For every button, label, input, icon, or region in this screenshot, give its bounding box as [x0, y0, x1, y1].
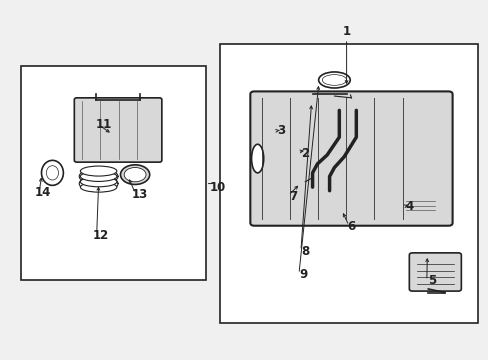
Ellipse shape	[80, 177, 117, 187]
FancyBboxPatch shape	[74, 98, 162, 162]
Polygon shape	[312, 111, 356, 191]
Circle shape	[297, 179, 309, 187]
Ellipse shape	[80, 171, 117, 181]
Ellipse shape	[279, 127, 302, 135]
Text: 4: 4	[405, 200, 413, 213]
Ellipse shape	[80, 182, 117, 192]
Text: 9: 9	[299, 268, 307, 281]
Ellipse shape	[297, 145, 323, 156]
Text: 2: 2	[301, 147, 309, 160]
Ellipse shape	[251, 144, 263, 173]
Ellipse shape	[404, 190, 435, 217]
Text: 5: 5	[427, 274, 435, 287]
Text: 1: 1	[342, 25, 350, 38]
Text: 11: 11	[95, 118, 111, 131]
Text: 6: 6	[346, 220, 355, 233]
Ellipse shape	[120, 165, 149, 184]
Text: 3: 3	[276, 124, 285, 137]
Ellipse shape	[80, 166, 117, 176]
FancyBboxPatch shape	[21, 66, 205, 280]
FancyBboxPatch shape	[220, 44, 477, 323]
Text: 12: 12	[93, 229, 109, 242]
Ellipse shape	[124, 167, 146, 182]
Text: 7: 7	[288, 190, 297, 203]
Text: 10: 10	[209, 181, 225, 194]
Text: 8: 8	[301, 245, 309, 258]
Text: 14: 14	[35, 186, 51, 199]
Text: 13: 13	[132, 188, 148, 201]
FancyBboxPatch shape	[408, 253, 460, 291]
FancyBboxPatch shape	[250, 91, 452, 226]
Ellipse shape	[408, 193, 431, 213]
